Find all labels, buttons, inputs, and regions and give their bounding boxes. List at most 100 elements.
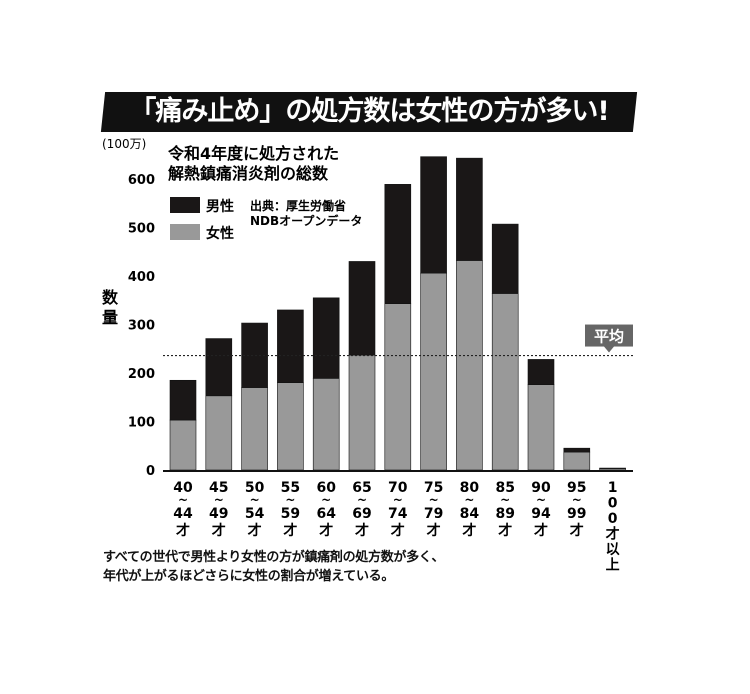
bar-female	[384, 303, 412, 471]
x-tick-label-part: 才	[212, 522, 226, 539]
x-tick-label: 40~44才	[173, 480, 193, 539]
x-tick-label-part: 54	[245, 506, 265, 522]
x-tick-label-part: 44	[173, 506, 193, 522]
bar-male	[563, 447, 591, 453]
bar-female	[456, 260, 483, 471]
x-tick-label-part: 才	[391, 522, 405, 539]
y-tick-label: 200	[128, 367, 155, 382]
x-tick-label: 85~89才	[495, 480, 514, 539]
x-tick-label: 90~94才	[531, 480, 551, 539]
bar-male	[384, 184, 412, 304]
x-tick-label-part: 89	[495, 506, 514, 522]
x-tick-label-part: 59	[281, 506, 300, 522]
x-tick-label: 50~54才	[245, 480, 265, 539]
x-tick-label-part: ~	[464, 493, 474, 507]
chart-title-line: 解熱鎮痛消炎剤の総数	[168, 164, 329, 183]
legend-label: 女性	[206, 225, 234, 242]
bar-male	[491, 223, 519, 294]
bar-male	[312, 297, 340, 379]
x-tick-label-part: 75	[424, 480, 443, 496]
y-axis-label-char: 数	[102, 288, 119, 307]
x-tick-label-part: 才	[427, 522, 441, 539]
x-tick-label-part: 才	[355, 522, 369, 539]
x-tick-label-part: ~	[357, 493, 367, 507]
x-tick-label-part: 才	[248, 522, 262, 539]
x-tick-label-part: ~	[536, 493, 546, 507]
bar-male	[527, 359, 555, 385]
x-tick-label: 70~74才	[388, 480, 408, 539]
x-tick-label-part: 60	[316, 480, 336, 496]
x-tick-label-part: 1	[608, 480, 618, 496]
legend-label: 男性	[206, 198, 234, 215]
x-tick-label: 65~69才	[352, 480, 371, 539]
bar-female	[563, 451, 591, 471]
x-tick-label: 60~64才	[316, 480, 336, 539]
y-tick-label: 600	[128, 173, 155, 188]
x-tick-label: 45~49才	[209, 480, 228, 539]
x-tick-label: 75~79才	[424, 480, 443, 539]
source-line: 出典：厚生労働省	[250, 198, 346, 213]
caption-line: すべての世代で男性より女性の方が鎮痛剤の処方数が多く、	[103, 550, 445, 565]
x-tick-label: 80~84才	[460, 480, 480, 539]
bar-female	[205, 395, 233, 471]
chart-title-line: 令和4年度に処方された	[167, 144, 339, 163]
bar-female	[169, 419, 197, 471]
x-tick-label-part: 45	[209, 480, 228, 496]
average-label-box	[585, 324, 633, 347]
y-axis-label: 数量	[102, 288, 119, 327]
bar-male	[205, 338, 233, 397]
x-tick-label-part: 64	[316, 506, 336, 522]
x-tick-label: 55~59才	[281, 480, 300, 539]
x-tick-label-part: ~	[250, 493, 260, 507]
x-tick-label-part: 65	[352, 480, 371, 496]
bar-male	[420, 156, 447, 274]
x-tick-label-part: 才	[534, 522, 548, 539]
x-tick-label-part: 50	[245, 480, 265, 496]
x-tick-label-part: 才	[498, 522, 512, 539]
bar-male	[456, 157, 483, 261]
bar-female	[527, 384, 555, 471]
x-tick-label-part: ~	[393, 493, 403, 507]
x-tick-label-part: ~	[285, 493, 295, 507]
bar-female	[277, 382, 304, 471]
x-tick-label-part: ~	[500, 493, 510, 507]
x-tick-label-part: 69	[352, 506, 371, 522]
legend-swatch	[170, 224, 200, 240]
bars	[169, 156, 626, 471]
bar-male	[348, 261, 376, 356]
x-tick-label-part: 94	[531, 506, 551, 522]
bar-female	[348, 354, 376, 471]
x-tick-label-part: 才	[319, 522, 333, 539]
x-tick-label-part: 才	[462, 522, 476, 539]
x-tick-label-part: 95	[567, 480, 586, 496]
x-tick-label-part: 55	[281, 480, 300, 496]
x-tick-label: 95~99才	[567, 480, 586, 539]
x-tick-label-part: ~	[572, 493, 582, 507]
x-tick-label-part: 70	[388, 480, 408, 496]
x-tick-label-part: 84	[460, 506, 480, 522]
y-tick-label: 100	[128, 416, 155, 431]
x-tick-label-part: 90	[531, 480, 551, 496]
average-label-pointer	[604, 346, 614, 353]
x-tick-label-part: 才	[176, 522, 190, 539]
bar-male	[169, 379, 197, 421]
x-tick-label-part: 上	[606, 558, 620, 574]
average-line: 平均	[163, 324, 633, 357]
x-tick-label-part: 49	[209, 506, 228, 522]
x-tick-label-part: 74	[388, 506, 408, 522]
y-axis-label-char: 量	[102, 308, 118, 327]
bar-female	[491, 293, 519, 471]
y-tick-label: 300	[128, 319, 155, 334]
unit-label: (100万)	[102, 137, 146, 151]
x-tick-label-part: 99	[567, 506, 586, 522]
bar-female	[420, 272, 447, 471]
y-tick-label: 400	[128, 270, 155, 285]
x-tick-label-part: ~	[429, 493, 439, 507]
caption-line: 年代が上がるほどさらに女性の割合が増えている。	[103, 569, 395, 584]
x-tick-label-part: ~	[214, 493, 224, 507]
bar-male	[277, 309, 304, 384]
